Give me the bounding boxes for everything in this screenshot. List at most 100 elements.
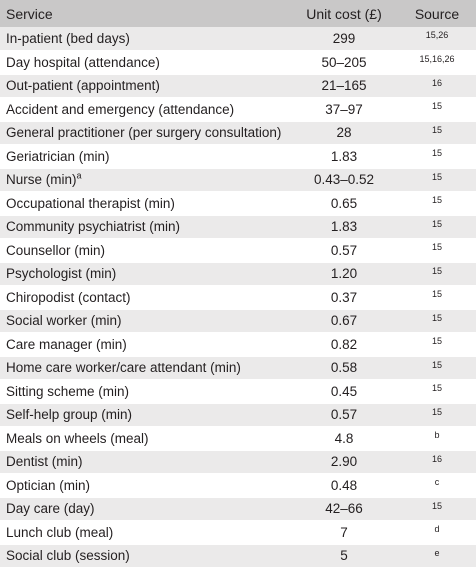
table-row: Dentist (min) 2.90 16 — [0, 450, 476, 474]
service-cell: Meals on wheels (meal) — [0, 426, 290, 451]
table-row: Lunch club (meal) 7 d — [0, 520, 476, 545]
header-service: Service — [0, 0, 290, 27]
unit-cost-cell: 1.83 — [290, 215, 398, 239]
source-cell: 15 — [398, 379, 476, 404]
service-name: Occupational therapist (min) — [6, 195, 175, 211]
unit-cost-cell: 0.67 — [290, 309, 398, 333]
service-name: Optician (min) — [6, 477, 91, 493]
service-cell: Optician (min) — [0, 473, 290, 498]
table-row: Self-help group (min) 0.57 15 — [0, 403, 476, 427]
service-name: Chiropodist (contact) — [6, 289, 131, 305]
service-name: Care manager (min) — [6, 336, 127, 352]
source-cell: b — [398, 426, 476, 451]
table-row: Optician (min) 0.48 c — [0, 473, 476, 498]
service-name: Self-help group (min) — [6, 407, 133, 423]
service-name: Counsellor (min) — [6, 242, 106, 258]
service-cell: Psychologist (min) — [0, 262, 290, 286]
source-cell: c — [398, 473, 476, 498]
service-cell: Social club (session) — [0, 544, 290, 568]
source-cell: 15,16,26 — [398, 50, 476, 75]
unit-cost-cell: 1.20 — [290, 262, 398, 286]
source-cell: 15 — [398, 191, 476, 216]
service-cell: Geriatrician (min) — [0, 144, 290, 169]
table-row: General practitioner (per surgery consul… — [0, 121, 476, 145]
unit-cost-cell: 0.58 — [290, 356, 398, 380]
source-cell: 15 — [398, 356, 476, 380]
unit-cost-cell: 0.43–0.52 — [290, 168, 398, 192]
table-row: Occupational therapist (min) 0.65 15 — [0, 191, 476, 216]
service-name: Lunch club (meal) — [6, 524, 114, 540]
source-cell: 15 — [398, 403, 476, 427]
source-cell: 15 — [398, 144, 476, 169]
service-cell: Occupational therapist (min) — [0, 191, 290, 216]
service-name: Psychologist (min) — [6, 266, 117, 282]
source-cell: 15 — [398, 309, 476, 333]
table-row: Meals on wheels (meal) 4.8 b — [0, 426, 476, 451]
table-row: In-patient (bed days) 299 15,26 — [0, 27, 476, 51]
service-cell: Dentist (min) — [0, 450, 290, 474]
table-row: Out-patient (appointment) 21–165 16 — [0, 74, 476, 98]
service-name: In-patient (bed days) — [6, 31, 130, 46]
table-row: Social worker (min) 0.67 15 — [0, 309, 476, 333]
service-cell: Lunch club (meal) — [0, 520, 290, 545]
service-name: Accident and emergency (attendance) — [6, 101, 235, 117]
unit-cost-cell: 0.65 — [290, 191, 398, 216]
source-cell: d — [398, 520, 476, 545]
service-name: Social worker (min) — [6, 313, 122, 329]
source-cell: 16 — [398, 450, 476, 474]
source-cell: 15,26 — [398, 27, 476, 51]
service-name: Day hospital (attendance) — [6, 54, 160, 70]
unit-cost-cell: 0.82 — [290, 332, 398, 357]
service-cell: Care manager (min) — [0, 332, 290, 357]
service-cell: Out-patient (appointment) — [0, 74, 290, 98]
unit-cost-cell: 21–165 — [290, 74, 398, 98]
table-row: Counsellor (min) 0.57 15 — [0, 238, 476, 263]
unit-cost-cell: 0.48 — [290, 473, 398, 498]
table-row: Geriatrician (min) 1.83 15 — [0, 144, 476, 169]
unit-cost-cell: 0.57 — [290, 403, 398, 427]
unit-cost-cell: 5 — [290, 544, 398, 568]
service-cell: Sitting scheme (min) — [0, 379, 290, 404]
service-cell: Social worker (min) — [0, 309, 290, 333]
service-name: Dentist (min) — [6, 454, 83, 470]
service-name: Meals on wheels (meal) — [6, 430, 149, 446]
table-row: Chiropodist (contact) 0.37 15 — [0, 285, 476, 310]
source-cell: 15 — [398, 497, 476, 521]
unit-cost-cell: 50–205 — [290, 50, 398, 75]
source-cell: 15 — [398, 215, 476, 239]
source-cell: 15 — [398, 238, 476, 263]
source-cell: 15 — [398, 285, 476, 310]
table-body: In-patient (bed days) 299 15,26 Day hospita… — [0, 27, 476, 568]
table-row: Psychologist (min) 1.20 15 — [0, 262, 476, 286]
service-name: Social club (session) — [6, 548, 130, 564]
unit-cost-cell: 7 — [290, 520, 398, 545]
service-cell: Day care (day) — [0, 497, 290, 521]
service-name: Nurse (min) — [6, 172, 77, 188]
unit-cost-cell: 28 — [290, 121, 398, 145]
source-cell: 16 — [398, 74, 476, 98]
service-cell: Self-help group (min) — [0, 403, 290, 427]
table-row: Accident and emergency (attendance) 37–97… — [0, 97, 476, 122]
unit-cost-cell: 299 — [290, 27, 398, 51]
header-unit-cost: Unit cost (£) — [290, 0, 398, 27]
header-source: Source — [398, 0, 476, 27]
service-name: Community psychiatrist (min) — [6, 219, 181, 235]
source-cell: 15 — [398, 262, 476, 286]
source-cell: 15 — [398, 332, 476, 357]
unit-cost-cell: 4.8 — [290, 426, 398, 451]
footnote-marker: a — [76, 170, 82, 181]
unit-cost-cell: 1.83 — [290, 144, 398, 169]
service-name: Day care (day) — [6, 501, 95, 517]
table-header: Service Unit cost (£) Source — [0, 0, 476, 27]
service-name: Out-patient (appointment) — [6, 78, 160, 94]
table-row: Nurse (min)a 0.43–0.52 15 — [0, 168, 476, 192]
service-name: General practitioner (per surgery consul… — [6, 125, 282, 141]
unit-cost-cell: 37–97 — [290, 97, 398, 122]
header-row: Service Unit cost (£) Source — [0, 0, 476, 27]
service-name: Geriatrician (min) — [6, 148, 110, 164]
table-row: Sitting scheme (min) 0.45 15 — [0, 379, 476, 404]
source-cell: 15 — [398, 121, 476, 145]
service-cell: Nurse (min)a — [0, 168, 290, 192]
table-row: Community psychiatrist (min) 1.83 15 — [0, 215, 476, 239]
